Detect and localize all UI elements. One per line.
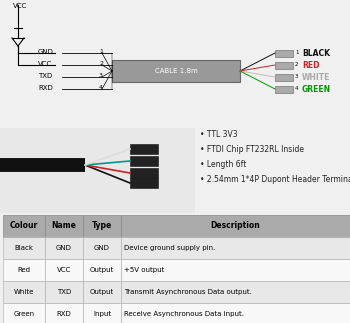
Bar [275,74,293,80]
Bar [45,237,83,259]
Bar [130,168,158,178]
Bar [0,128,195,213]
Bar [83,303,121,323]
Bar [83,281,121,303]
Text: Colour: Colour [10,222,38,231]
Text: TXD: TXD [38,72,52,78]
Text: Black: Black [14,245,34,251]
Bar [83,237,121,259]
Text: Transmit Asynchronous Data output.: Transmit Asynchronous Data output. [124,289,252,295]
Text: Output: Output [90,267,114,273]
Bar [83,215,121,237]
Text: 4: 4 [295,87,299,91]
Bar [3,303,45,323]
Bar [121,237,350,259]
Text: • Length 6ft: • Length 6ft [200,160,246,169]
Text: VCC: VCC [13,3,27,9]
Text: Red: Red [18,267,30,273]
Text: TXD: TXD [57,289,71,295]
Bar [275,49,293,57]
Bar [45,259,83,281]
Text: Input: Input [93,311,111,317]
Text: GND: GND [94,245,110,251]
Text: RXD: RXD [57,311,71,317]
Text: 1: 1 [295,50,299,56]
Bar [275,61,293,68]
Text: Output: Output [90,289,114,295]
Text: Device ground supply pin.: Device ground supply pin. [124,245,215,251]
Text: VCC: VCC [38,60,52,67]
Text: 2: 2 [99,61,103,66]
Text: 1: 1 [99,49,103,54]
Text: Green: Green [13,311,35,317]
Bar [130,144,158,154]
Bar [121,259,350,281]
Text: GND: GND [56,245,72,251]
Text: VCC: VCC [57,267,71,273]
Bar [121,215,350,237]
Text: WHITE: WHITE [302,72,330,81]
Text: GND: GND [38,48,54,55]
Text: Receive Asynchronous Data input.: Receive Asynchronous Data input. [124,311,244,317]
Bar [45,281,83,303]
Text: CABLE 1.8m: CABLE 1.8m [155,68,197,74]
Text: +5V output: +5V output [124,267,164,273]
Text: BLACK: BLACK [302,48,330,57]
Bar [112,60,240,82]
Text: • FTDI Chip FT232RL Inside: • FTDI Chip FT232RL Inside [200,145,304,154]
Bar [3,259,45,281]
Text: White: White [14,289,34,295]
Bar [121,281,350,303]
Text: • TTL 3V3: • TTL 3V3 [200,130,238,139]
Bar [130,178,158,188]
Bar [3,215,45,237]
Bar [45,303,83,323]
Bar [83,259,121,281]
Bar [45,215,83,237]
Text: RXD: RXD [38,85,53,90]
Bar [121,303,350,323]
Text: Description: Description [211,222,260,231]
Text: Type: Type [92,222,112,231]
Text: GREEN: GREEN [302,85,331,93]
Text: Name: Name [51,222,76,231]
Text: 4: 4 [99,85,103,90]
Text: 3: 3 [99,73,103,78]
Bar [3,281,45,303]
Bar [275,86,293,92]
Bar [3,237,45,259]
Text: 3: 3 [295,75,299,79]
Bar [130,156,158,166]
Text: RED: RED [302,60,320,69]
Text: • 2.54mm 1*4P Dupont Header Terminal: • 2.54mm 1*4P Dupont Header Terminal [200,175,350,184]
Text: 2: 2 [295,62,299,68]
